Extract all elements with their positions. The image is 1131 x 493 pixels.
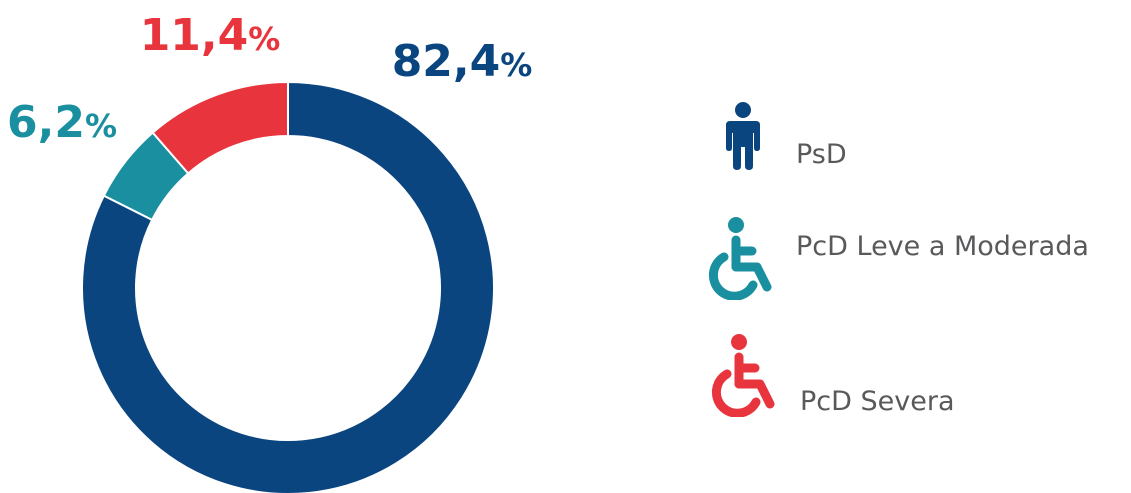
legend-label-psd: PsD bbox=[796, 139, 847, 170]
donut-slices bbox=[81, 80, 495, 493]
slice-psd bbox=[81, 80, 495, 493]
slice-label-pcd-severa: 11,4% bbox=[140, 10, 281, 61]
slice-label-pcd-leve-a-moderada: 6,2% bbox=[7, 97, 117, 148]
wheelchair-icon bbox=[708, 217, 772, 300]
slice-labels: 82,4% 6,2% 11,4% bbox=[7, 10, 532, 148]
slice-label-psd: 82,4% bbox=[392, 36, 533, 87]
slice-pcd-severa bbox=[151, 80, 289, 175]
legend: PsD PcD Leve a Moderada PcD Severa bbox=[690, 0, 1131, 493]
legend-label-pcd-leve-a-moderada: PcD Leve a Moderada bbox=[796, 231, 1089, 262]
wheelchair-icon bbox=[711, 334, 775, 417]
person-standing-icon bbox=[726, 102, 760, 170]
legend-label-pcd-severa: PcD Severa bbox=[800, 386, 955, 417]
donut-chart: 82,4% 6,2% 11,4% bbox=[7, 10, 532, 493]
